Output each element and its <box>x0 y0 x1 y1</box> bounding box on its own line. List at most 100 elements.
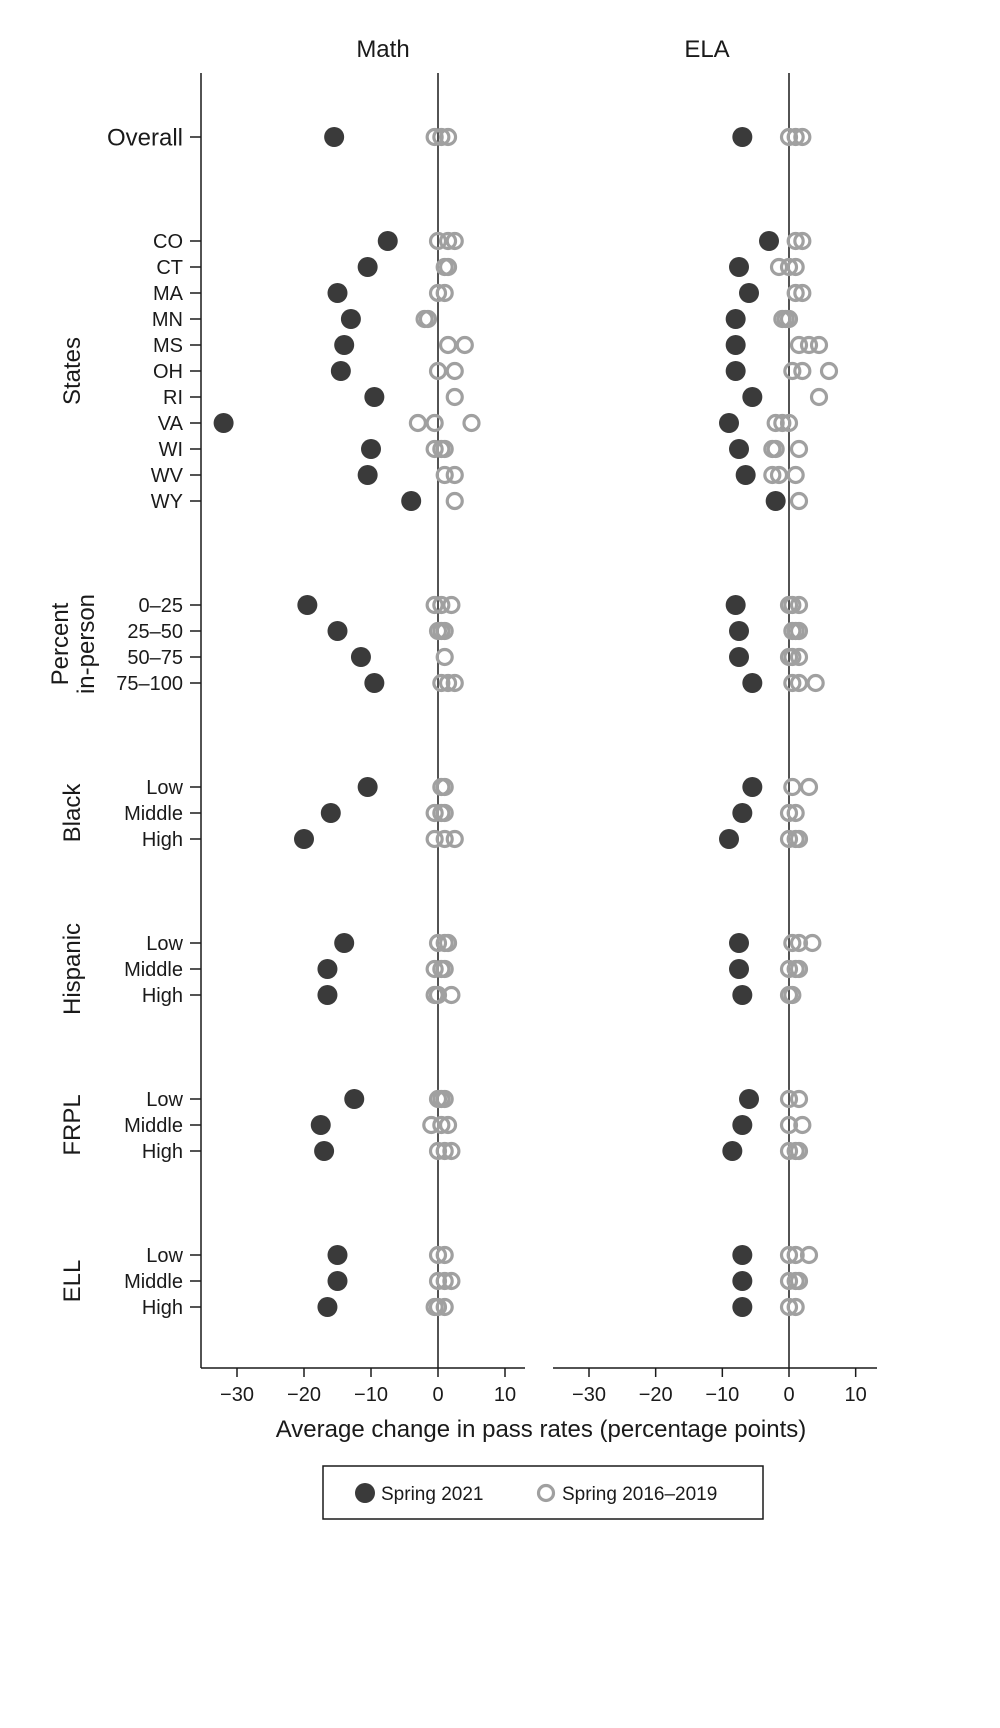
2021-point-math <box>357 777 378 797</box>
2021-point-math <box>294 829 314 849</box>
prior-point-ela <box>793 283 812 303</box>
prior-point-ela <box>793 231 812 251</box>
prior-point-ela <box>763 465 782 485</box>
prior-point-math <box>442 595 461 615</box>
prior-point-ela <box>793 1115 812 1135</box>
prior-point-ela <box>786 257 805 277</box>
prior-point-ela <box>779 1115 799 1135</box>
2021-point-ela <box>735 465 756 485</box>
prior-point-math <box>435 1245 454 1265</box>
row-label: MA <box>153 283 184 305</box>
x-tick-label-math-1: −20 <box>287 1384 321 1406</box>
2021-point-math <box>327 283 348 303</box>
row-label: Middle <box>124 803 183 825</box>
group-label: Black <box>59 783 86 843</box>
2021-point-ela <box>729 621 749 641</box>
row-label: WY <box>151 491 183 513</box>
prior-point-ela <box>769 257 789 277</box>
prior-point-math <box>425 595 444 615</box>
row-label: CO <box>153 231 183 253</box>
x-tick-label-ela-3: 0 <box>783 1384 794 1406</box>
2021-point-ela <box>742 673 763 693</box>
x-tick-label-math-2: −10 <box>354 1384 388 1406</box>
prior-point-ela <box>789 491 809 511</box>
2021-point-ela <box>719 829 739 849</box>
row-label: MN <box>152 309 183 331</box>
2021-point-ela <box>732 1115 753 1135</box>
x-tick-label-math-4: 10 <box>494 1384 516 1406</box>
2021-point-math <box>213 413 234 433</box>
group-label-line: in-person <box>73 594 100 694</box>
group-label-line: Percent <box>47 602 74 685</box>
row-label: MS <box>153 335 183 357</box>
2021-point-math <box>320 803 341 823</box>
prior-point-math <box>435 1271 454 1291</box>
2021-point-math <box>350 647 371 667</box>
row-label: VA <box>158 413 184 435</box>
legend-marker-prior <box>536 1483 556 1503</box>
row-label: Middle <box>124 1115 183 1137</box>
prior-point-ela <box>789 1271 809 1291</box>
prior-point-ela <box>783 595 802 615</box>
prior-point-math <box>428 1141 448 1161</box>
prior-point-math <box>432 673 451 693</box>
prior-point-math <box>428 1271 448 1291</box>
prior-point-ela <box>799 1245 819 1265</box>
prior-point-ela <box>789 621 809 641</box>
2021-point-ela <box>742 777 763 797</box>
2021-point-ela <box>729 439 749 459</box>
prior-point-math <box>445 465 464 485</box>
prior-point-ela <box>786 1297 805 1317</box>
prior-point-ela <box>819 361 839 381</box>
prior-point-math <box>455 335 474 355</box>
prior-point-ela <box>779 959 799 979</box>
2021-point-math <box>357 465 378 485</box>
prior-point-ela <box>786 1245 805 1265</box>
2021-point-math <box>401 491 422 511</box>
2021-point-math <box>317 1297 338 1317</box>
row-label: WI <box>159 439 183 461</box>
2021-point-math <box>324 127 345 147</box>
row-label: 25–50 <box>127 621 183 643</box>
2021-point-math <box>327 1271 348 1291</box>
prior-point-math <box>445 387 464 407</box>
2021-point-ela <box>765 491 786 511</box>
prior-point-ela <box>783 933 802 953</box>
2021-point-ela <box>732 1271 753 1291</box>
2021-point-math <box>330 361 351 381</box>
prior-point-math <box>425 959 444 979</box>
prior-point-ela <box>789 933 809 953</box>
prior-point-math <box>432 595 451 615</box>
prior-point-math <box>435 283 454 303</box>
prior-point-ela <box>783 985 802 1005</box>
prior-point-math <box>435 1297 454 1317</box>
prior-point-ela <box>779 1141 799 1161</box>
prior-point-ela <box>779 1245 799 1265</box>
x-tick-label-math-3: 0 <box>432 1384 443 1406</box>
row-label: 75–100 <box>116 673 183 695</box>
2021-point-ela <box>729 959 749 979</box>
prior-point-math <box>445 829 464 849</box>
prior-point-math <box>435 439 454 459</box>
group-label: Hispanic <box>59 923 86 1015</box>
prior-point-ela <box>803 933 822 953</box>
legend-marker-2021 <box>355 1483 375 1503</box>
prior-point-ela <box>783 361 802 381</box>
prior-point-ela <box>773 413 792 433</box>
row-label: Low <box>146 1245 183 1267</box>
2021-point-ela <box>725 361 746 381</box>
prior-point-math <box>445 231 464 251</box>
2021-point-ela <box>725 309 746 329</box>
2021-point-ela <box>725 595 746 615</box>
2021-point-math <box>361 439 381 459</box>
legend-label-prior: Spring 2016–2019 <box>562 1484 717 1505</box>
prior-point-math <box>438 1115 458 1135</box>
2021-point-ela <box>732 985 753 1005</box>
prior-point-ela <box>806 673 825 693</box>
prior-point-ela <box>779 803 799 823</box>
2021-point-math <box>344 1089 365 1109</box>
prior-point-math <box>435 465 454 485</box>
row-label: Low <box>146 777 183 799</box>
